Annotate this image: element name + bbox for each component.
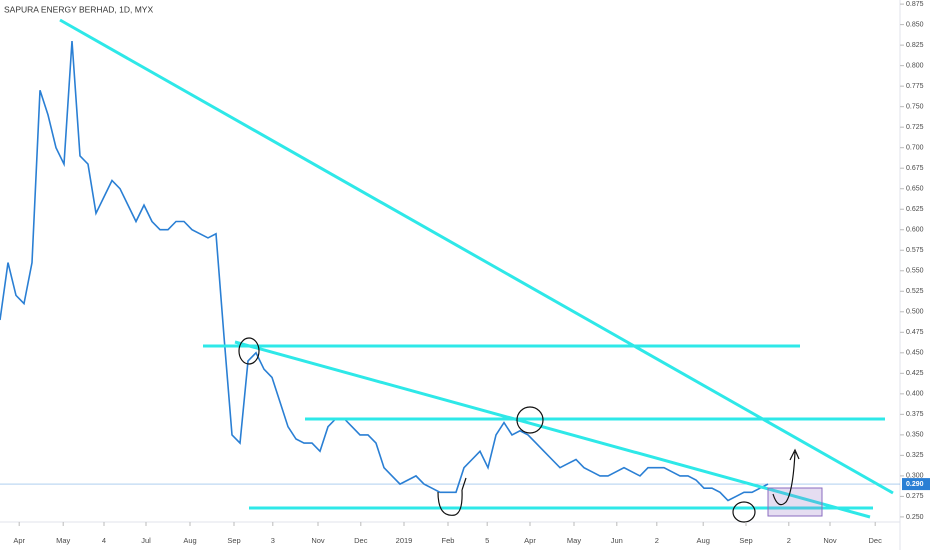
- y-tick-label: 0.300: [906, 473, 924, 480]
- y-tick-label: 0.725: [906, 124, 924, 131]
- y-tick-label: 0.375: [906, 411, 924, 418]
- y-tick-label: 0.250: [906, 514, 924, 521]
- last-price-box: [902, 478, 930, 491]
- y-tick-label: 0.275: [906, 493, 924, 500]
- last-price-label: 0.290: [906, 481, 924, 488]
- x-tick-label: Nov: [823, 536, 837, 545]
- x-tick-label: Dec: [869, 536, 883, 545]
- y-tick-label: 0.475: [906, 329, 924, 336]
- chart-title: SAPURA ENERGY BERHAD, 1D, MYX: [4, 4, 153, 14]
- x-tick-label: Feb: [442, 536, 455, 545]
- arrow: [772, 448, 800, 506]
- y-tick-label: 0.450: [906, 350, 924, 357]
- x-tick-label: 3: [271, 536, 275, 545]
- y-tick-label: 0.650: [906, 186, 924, 193]
- y-tick-label: 0.850: [906, 21, 924, 28]
- y-tick-label: 0.775: [906, 83, 924, 90]
- x-tick-label: Jul: [141, 536, 151, 545]
- x-tick-label: 2019: [396, 536, 413, 545]
- y-tick-label: 0.425: [906, 370, 924, 377]
- y-tick-label: 0.750: [906, 104, 924, 111]
- x-tick-label: 5: [485, 536, 489, 545]
- x-tick-label: Sep: [227, 536, 240, 545]
- x-tick-label: 2: [655, 536, 659, 545]
- y-tick-label: 0.525: [906, 288, 924, 295]
- circle: [238, 337, 260, 365]
- y-tick-label: 0.675: [906, 165, 924, 172]
- x-tick-label: Apr: [524, 536, 536, 545]
- x-tick-label: 4: [102, 536, 106, 545]
- y-tick-label: 0.400: [906, 391, 924, 398]
- trend-line: [59, 18, 894, 495]
- x-tick-label: Dec: [354, 536, 368, 545]
- y-tick-label: 0.575: [906, 247, 924, 254]
- y-tick-label: 0.500: [906, 309, 924, 316]
- drawings: [59, 18, 894, 523]
- x-tick-label: Aug: [697, 536, 710, 545]
- circle: [516, 406, 544, 434]
- x-tick-label: Aug: [183, 536, 196, 545]
- y-tick-label: 0.825: [906, 42, 924, 49]
- y-tick-label: 0.800: [906, 62, 924, 69]
- x-tick-label: Nov: [311, 536, 325, 545]
- circle: [732, 501, 756, 523]
- circle: [437, 477, 467, 516]
- x-tick-label: Apr: [13, 536, 25, 545]
- trend-line: [234, 340, 871, 519]
- y-tick-label: 0.700: [906, 145, 924, 152]
- y-tick-label: 0.600: [906, 227, 924, 234]
- y-tick-label: 0.550: [906, 268, 924, 275]
- x-tick-label: Sep: [739, 536, 752, 545]
- y-tick-label: 0.875: [906, 1, 924, 8]
- y-tick-label: 0.350: [906, 432, 924, 439]
- x-tick-label: 2: [787, 536, 791, 545]
- y-tick-label: 0.325: [906, 452, 924, 459]
- x-tick-label: May: [56, 536, 70, 545]
- y-tick-label: 0.625: [906, 206, 924, 213]
- x-tick-label: Jun: [611, 536, 623, 545]
- x-tick-label: May: [567, 536, 581, 545]
- box: [767, 487, 823, 517]
- price-line: [0, 40, 769, 502]
